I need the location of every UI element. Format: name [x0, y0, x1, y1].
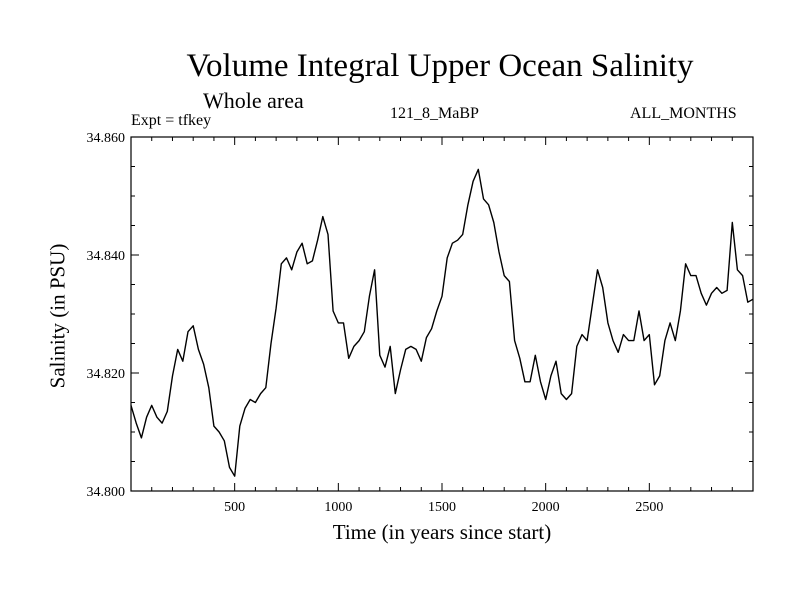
y-tick-label: 34.820 — [87, 367, 126, 382]
x-tick-label: 1500 — [428, 500, 456, 515]
months-label: ALL_MONTHS — [630, 105, 737, 122]
y-tick-label: 34.800 — [87, 485, 126, 500]
chart-title: Volume Integral Upper Ocean Salinity — [186, 48, 694, 84]
plot-frame — [130, 136, 754, 492]
chart-subtitle: Whole area — [203, 88, 304, 113]
y-tick-label: 34.860 — [87, 131, 126, 146]
axis-ticks — [131, 137, 753, 491]
y-tick-label: 34.840 — [87, 249, 126, 264]
x-tick-label: 500 — [224, 500, 245, 515]
x-tick-label: 2000 — [532, 500, 560, 515]
experiment-label: Expt = tfkey — [131, 112, 212, 129]
salinity-series-line — [130, 168, 754, 477]
x-tick-label: 2500 — [635, 500, 663, 515]
x-tick-label: 1000 — [324, 500, 352, 515]
y-axis-label: Salinity (in PSU) — [45, 243, 70, 389]
tick-labels: 500 1000 1500 2000 2500 34.800 34.820 34.840 34.… — [87, 131, 664, 515]
x-axis-label: Time (in years since start) — [332, 520, 552, 544]
run-label: 121_8_MaBP — [390, 105, 479, 122]
